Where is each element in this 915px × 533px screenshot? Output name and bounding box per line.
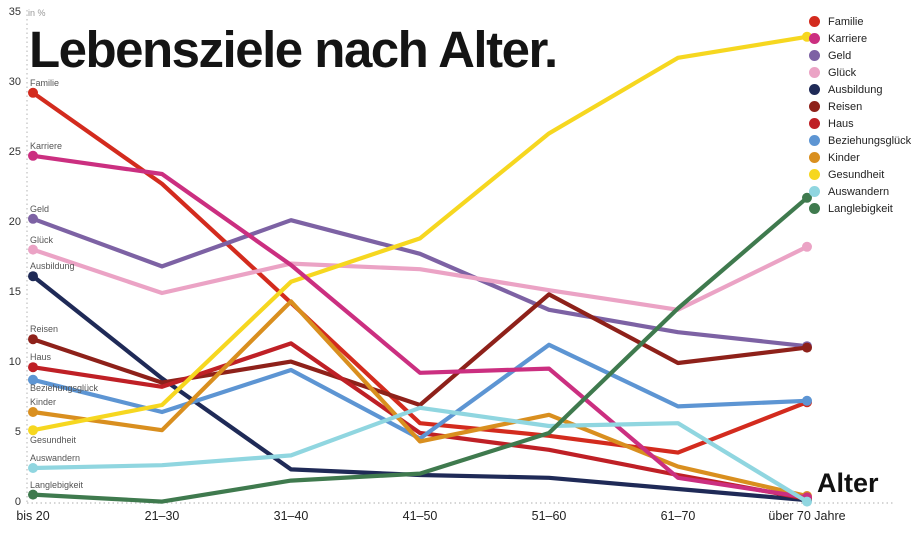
series-start-dot-Beziehungsglück — [28, 374, 38, 385]
legend-item-Ausbildung: Ausbildung — [809, 84, 911, 96]
series-inline-label-Glück: Glück — [30, 234, 54, 245]
x-tick-label-5: 61–70 — [660, 509, 696, 523]
series-inline-label-Haus: Haus — [30, 352, 52, 363]
series-start-dot-Reisen — [28, 334, 38, 345]
legend-label: Auswandern — [828, 185, 890, 198]
legend-label: Ausbildung — [828, 83, 883, 96]
x-axis-title: Alter — [817, 468, 879, 498]
legend-swatch-icon — [809, 33, 820, 45]
series-line-Glück — [30, 244, 810, 312]
legend-item-Gesundheit: Gesundheit — [809, 169, 911, 181]
chart-legend: Familie Karriere Geld Glück Ausbildung Reisen… — [809, 16, 911, 215]
x-tick-label-2: 31–40 — [273, 509, 309, 523]
series-end-dot-Reisen — [802, 342, 812, 353]
legend-item-Langlebigkeit: Langlebigkeit — [809, 203, 911, 215]
legend-swatch-icon — [809, 84, 820, 96]
legend-swatch-icon — [809, 101, 820, 113]
legend-label: Geld — [828, 49, 852, 62]
legend-item-Glück: Glück — [809, 67, 911, 79]
series-end-dot-Langlebigkeit — [802, 192, 812, 203]
x-tick-label-6: über 70 Jahre — [768, 509, 846, 523]
series-line-Reisen — [30, 292, 810, 408]
legend-item-Karriere: Karriere — [809, 33, 911, 45]
legend-item-Familie: Familie — [809, 16, 911, 28]
series-end-dot-Auswandern — [802, 496, 812, 507]
legend-swatch-icon — [809, 203, 820, 215]
x-tick-label-1: 21–30 — [144, 509, 180, 523]
series-line-Kinder — [30, 299, 810, 499]
series-start-dot-Ausbildung — [28, 271, 38, 282]
legend-swatch-icon — [809, 152, 820, 164]
series-start-dot-Haus — [28, 362, 38, 373]
legend-item-Geld: Geld — [809, 50, 911, 62]
series-line-Karriere — [30, 153, 810, 500]
series-start-dot-Langlebigkeit — [28, 489, 38, 500]
y-tick-label-10: 10 — [8, 356, 21, 368]
legend-swatch-icon — [809, 50, 820, 62]
legend-label: Reisen — [828, 100, 863, 113]
series-start-dot-Gesundheit — [28, 425, 38, 436]
series-start-dot-Geld — [28, 213, 38, 224]
series-start-dot-Glück — [28, 244, 38, 255]
series-inline-label-Beziehungsglück: Beziehungsglück — [30, 382, 99, 393]
series-start-dot-Familie — [28, 87, 38, 98]
legend-label: Langlebigkeit — [828, 202, 893, 215]
legend-item-Reisen: Reisen — [809, 101, 911, 113]
y-tick-label-35: 35 — [8, 6, 21, 18]
legend-swatch-icon — [809, 16, 820, 28]
series-inline-label-Langlebigkeit: Langlebigkeit — [30, 479, 84, 490]
series-line-Gesundheit — [30, 34, 810, 433]
legend-swatch-icon — [809, 169, 820, 181]
x-tick-label-0: bis 20 — [16, 509, 50, 523]
legend-label: Familie — [828, 15, 864, 28]
y-tick-label-15: 15 — [8, 286, 21, 298]
legend-item-Kinder: Kinder — [809, 152, 911, 164]
chart-title: Lebensziele nach Alter. — [29, 21, 558, 78]
series-inline-label-Familie: Familie — [30, 77, 60, 88]
legend-swatch-icon — [809, 186, 820, 198]
legend-item-Haus: Haus — [809, 118, 911, 130]
y-tick-label-25: 25 — [8, 146, 21, 158]
legend-label: Gesundheit — [828, 168, 885, 181]
series-line-Geld — [30, 216, 810, 349]
legend-label: Glück — [828, 66, 857, 79]
legend-item-Auswandern: Auswandern — [809, 186, 911, 198]
series-start-dot-Auswandern — [28, 463, 38, 473]
legend-label: Karriere — [828, 32, 868, 45]
series-end-dot-Beziehungsglück — [802, 395, 812, 406]
legend-swatch-icon — [809, 118, 820, 130]
series-inline-label-Ausbildung: Ausbildung — [30, 261, 75, 272]
legend-label: Beziehungsglück — [828, 134, 912, 147]
y-tick-label-20: 20 — [8, 216, 21, 228]
legend-label: Kinder — [828, 151, 860, 164]
legend-item-Beziehungsglück: Beziehungsglück — [809, 135, 911, 147]
series-inline-label-Gesundheit: Gesundheit — [30, 435, 77, 446]
y-tick-label-5: 5 — [14, 426, 21, 438]
series-line-Langlebigkeit — [30, 195, 810, 504]
series-inline-label-Karriere: Karriere — [30, 140, 63, 151]
series-line-Familie — [30, 90, 810, 455]
series-inline-label-Reisen: Reisen — [30, 324, 59, 335]
y-tick-label-30: 30 — [8, 76, 21, 88]
series-lines-group — [28, 31, 812, 507]
legend-label: Haus — [828, 117, 854, 130]
series-start-dot-Kinder — [28, 407, 38, 417]
series-inline-label-Geld: Geld — [30, 203, 50, 214]
y-tick-label-0: 0 — [14, 496, 21, 508]
series-start-dot-Karriere — [28, 150, 38, 161]
x-tick-label-3: 41–50 — [402, 509, 438, 523]
series-inline-label-Kinder: Kinder — [30, 397, 57, 407]
legend-swatch-icon — [809, 135, 820, 147]
series-line-Haus — [30, 341, 810, 501]
x-tick-label-4: 51–60 — [531, 509, 567, 523]
series-line-Auswandern — [30, 405, 810, 504]
y-axis-unit-label: in % — [28, 8, 46, 18]
series-end-dot-Glück — [802, 241, 812, 252]
legend-swatch-icon — [809, 67, 820, 79]
series-inline-label-Auswandern: Auswandern — [30, 453, 81, 463]
